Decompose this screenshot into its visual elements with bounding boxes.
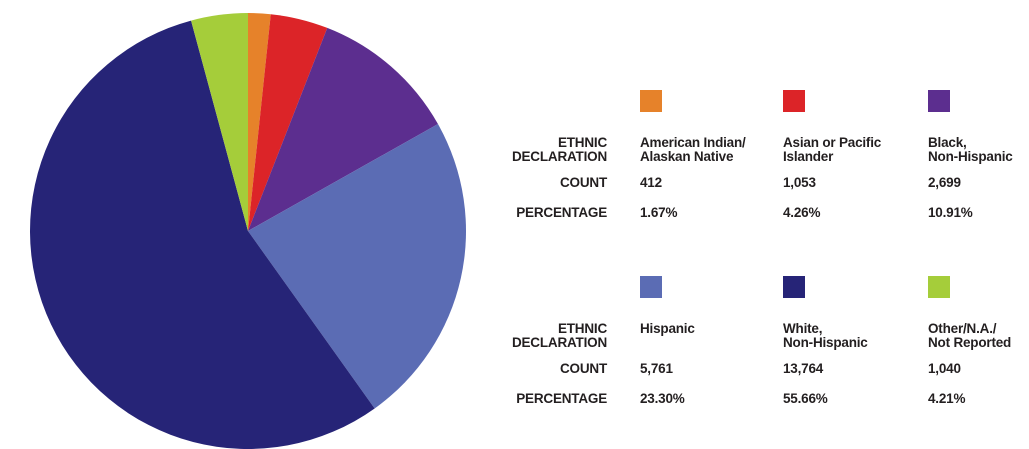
- row-label: ETHNIC DECLARATION: [511, 321, 607, 350]
- legend-swatch: [640, 276, 662, 298]
- row-label: PERCENTAGE: [516, 391, 607, 406]
- count-label: 5,761: [640, 361, 673, 376]
- pie: [30, 13, 466, 449]
- legend-swatch: [783, 276, 805, 298]
- pie-slice: [248, 124, 466, 409]
- count-label: 13,764: [783, 361, 824, 376]
- pie-slice: [248, 14, 328, 231]
- category-label: Black, Non-Hispanic: [928, 135, 1013, 164]
- count-label: 2,699: [928, 175, 961, 190]
- category-label: Other/N.A./ Not Reported: [928, 321, 1012, 350]
- legend-swatch: [783, 90, 805, 112]
- percentage-label: 10.91%: [928, 205, 973, 220]
- percentage-label: 1.67%: [640, 205, 678, 220]
- category-label: White, Non-Hispanic: [783, 321, 868, 350]
- legend-swatch: [640, 90, 662, 112]
- percentage-label: 55.66%: [783, 391, 828, 406]
- legend-swatch: [928, 276, 950, 298]
- category-label: Hispanic: [640, 321, 695, 336]
- category-label: Asian or Pacific Islander: [783, 135, 882, 164]
- legend-swatch: [928, 90, 950, 112]
- row-label: PERCENTAGE: [516, 205, 607, 220]
- pie-slice: [191, 13, 248, 231]
- percentage-label: 4.21%: [928, 391, 966, 406]
- pie-slice: [248, 13, 271, 231]
- pie-slice: [30, 20, 375, 449]
- count-label: 412: [640, 175, 662, 190]
- percentage-label: 4.26%: [783, 205, 821, 220]
- count-label: 1,053: [783, 175, 816, 190]
- pie-slice: [248, 27, 438, 231]
- category-label: American Indian/ Alaskan Native: [640, 135, 746, 164]
- percentage-label: 23.30%: [640, 391, 685, 406]
- count-label: 1,040: [928, 361, 961, 376]
- row-label: COUNT: [560, 361, 607, 376]
- row-label: ETHNIC DECLARATION: [511, 135, 607, 164]
- row-label: COUNT: [560, 175, 607, 190]
